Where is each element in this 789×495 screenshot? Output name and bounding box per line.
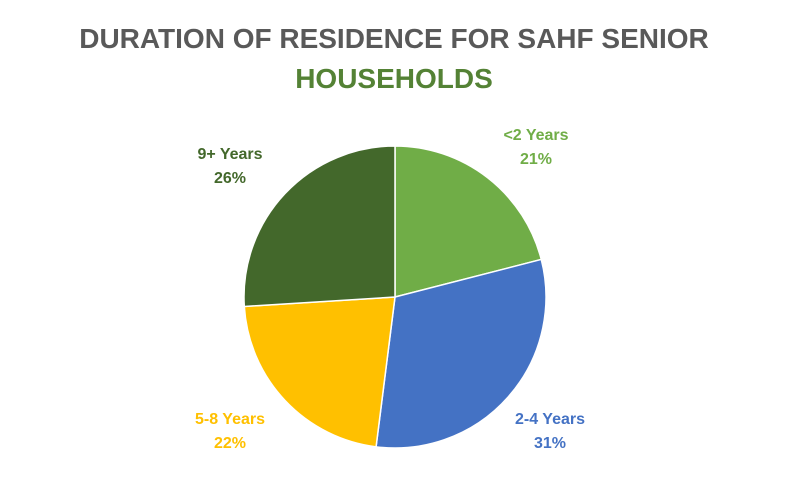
slice-percent-2: 31%	[534, 435, 566, 452]
pie-slices	[243, 145, 547, 449]
pie-slice-3	[243, 296, 396, 448]
slice-label-3: 5-8 Years	[195, 411, 265, 428]
chart-title-line-2: HOUSEHOLDS	[295, 63, 493, 94]
slice-percent-3: 22%	[214, 435, 246, 452]
pie-slice-2	[375, 258, 547, 449]
slice-label-1: <2 Years	[503, 127, 568, 144]
slice-label-4: 9+ Years	[197, 146, 262, 163]
pie-slice-1	[394, 145, 543, 298]
slice-percent-4: 26%	[214, 170, 246, 187]
slice-percent-1: 21%	[520, 151, 552, 168]
pie-labels: <2 Years 21% 2-4 Years 31% 5-8 Years 22% 9+ Ye…	[195, 127, 585, 452]
slice-label-2: 2-4 Years	[515, 411, 585, 428]
pie-slice-4	[243, 145, 396, 308]
chart-title-line-1: DURATION OF RESIDENCE FOR SAHF SENIOR	[79, 23, 709, 54]
